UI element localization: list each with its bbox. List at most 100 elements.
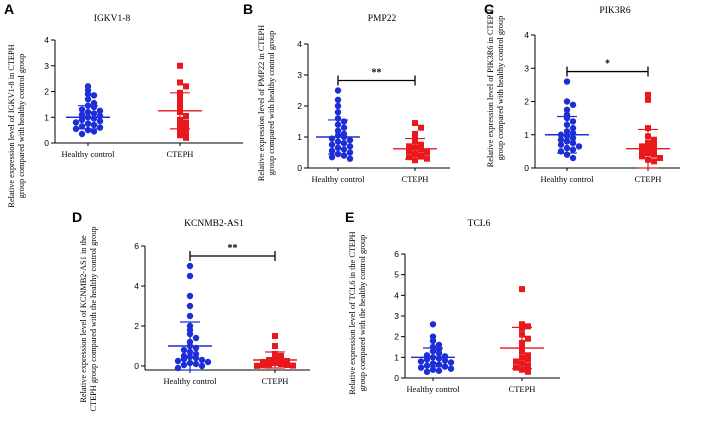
data-point-healthy — [334, 87, 342, 94]
data-point-healthy — [346, 149, 354, 156]
data-point-cteph — [260, 362, 266, 369]
data-point-healthy — [180, 355, 188, 363]
data-point-cteph — [418, 124, 424, 131]
data-point-cteph — [272, 343, 278, 349]
data-point-cteph — [639, 143, 645, 150]
y-axis-label: Relative expression level of IGKV1-8 in … — [7, 44, 26, 207]
data-point-cteph — [278, 356, 284, 362]
x-tick-label: CTEPH — [509, 384, 536, 394]
data-point-cteph — [406, 143, 412, 150]
y-axis-label: Relative expression level of PIK3R6 in C… — [486, 9, 505, 168]
data-point-cteph — [513, 364, 519, 371]
y-tick-label: 0 — [394, 373, 399, 383]
data-point-healthy — [328, 153, 336, 161]
data-point-cteph — [519, 321, 525, 328]
data-point-healthy — [186, 272, 194, 280]
data-point-cteph — [639, 153, 645, 160]
data-point-healthy — [569, 154, 577, 162]
data-point-cteph — [645, 91, 651, 98]
data-point-healthy — [575, 143, 583, 150]
data-point-healthy — [72, 125, 80, 133]
y-axis-label-line: Relative expression level of KCNMB2-AS1 … — [79, 235, 88, 403]
data-point-healthy — [180, 346, 188, 354]
y-tick-label: 4 — [394, 290, 399, 300]
data-point-healthy — [563, 78, 571, 85]
y-tick-label: 5 — [394, 270, 399, 280]
panel-title: IGKV1-8 — [94, 14, 131, 24]
data-point-healthy — [340, 118, 348, 125]
data-point-cteph — [651, 158, 657, 165]
y-axis-label-line: Relative expression level of IGKV1-8 in … — [7, 44, 16, 207]
data-point-healthy — [180, 361, 188, 369]
data-point-healthy — [78, 106, 86, 113]
y-tick-label: 0 — [524, 163, 529, 173]
data-point-cteph — [412, 130, 418, 137]
data-point-healthy — [569, 118, 577, 125]
y-tick-label: 0 — [44, 138, 49, 148]
x-tick-label: CTEPH — [167, 149, 194, 159]
panel-title: PMP22 — [368, 14, 397, 24]
data-point-cteph — [525, 323, 531, 330]
data-point-healthy — [78, 116, 86, 124]
data-point-healthy — [447, 359, 455, 366]
data-point-cteph — [183, 83, 189, 90]
data-point-healthy — [340, 152, 348, 159]
data-point-cteph — [177, 79, 183, 86]
data-point-healthy — [96, 124, 104, 131]
data-point-cteph — [266, 361, 272, 368]
panel-b: B PMP22 Relative expression level of PMP22… — [243, 1, 450, 184]
data-point-healthy — [447, 365, 455, 372]
data-point-healthy — [346, 143, 354, 150]
data-point-healthy — [90, 115, 98, 122]
x-tick-label: Healthy control — [311, 174, 365, 184]
data-point-healthy — [186, 262, 194, 270]
data-point-healthy — [84, 90, 92, 98]
panel-title: KCNMB2-AS1 — [184, 219, 244, 229]
data-point-healthy — [328, 147, 336, 155]
y-tick-label: 2 — [394, 332, 399, 342]
y-axis-label-line: Relative expression level of PIK3R6 in C… — [486, 9, 495, 168]
panel-label: C — [484, 1, 494, 17]
data-point-healthy — [192, 360, 200, 368]
data-point-cteph — [290, 362, 296, 369]
data-point-healthy — [423, 362, 431, 369]
data-point-healthy — [186, 292, 194, 300]
y-tick-label: 0 — [297, 163, 302, 173]
data-point-healthy — [204, 358, 212, 366]
data-point-cteph — [278, 361, 284, 367]
data-point-cteph — [525, 335, 531, 342]
y-axis-label: Relative expression level of KCNMB2-AS1 … — [79, 226, 98, 411]
data-point-healthy — [78, 111, 86, 118]
data-point-healthy — [90, 128, 98, 135]
y-axis-label-line: group compared with the healthy control … — [358, 235, 367, 392]
x-tick-label: Healthy control — [61, 149, 115, 159]
data-point-healthy — [334, 102, 342, 110]
y-tick-label: 2 — [297, 101, 302, 111]
data-point-healthy — [569, 134, 577, 142]
data-point-healthy — [423, 368, 431, 375]
data-point-cteph — [418, 152, 424, 159]
data-point-cteph — [651, 141, 657, 148]
data-point-cteph — [639, 148, 645, 155]
data-point-healthy — [346, 136, 354, 144]
data-point-cteph — [651, 146, 657, 153]
data-point-healthy — [328, 141, 336, 148]
y-tick-label: 1 — [394, 352, 399, 362]
data-point-healthy — [90, 103, 98, 111]
y-tick-label: 3 — [44, 61, 49, 71]
data-point-cteph — [284, 358, 290, 364]
data-point-cteph — [177, 62, 183, 69]
data-point-cteph — [284, 362, 290, 368]
y-axis-label: Relative expression level of PMP22 in CT… — [257, 25, 276, 181]
data-point-cteph — [272, 333, 278, 339]
data-point-cteph — [183, 119, 189, 126]
data-point-healthy — [340, 146, 348, 153]
y-tick-label: 6 — [394, 249, 399, 259]
data-point-healthy — [90, 110, 98, 117]
y-axis-label-line: group compared with healthy control grou… — [496, 16, 505, 160]
data-point-healthy — [90, 92, 98, 99]
significance-label: ** — [228, 243, 238, 254]
data-point-healthy — [334, 109, 342, 116]
data-point-healthy — [429, 321, 437, 328]
y-axis-label-line: Relative expression level of PMP22 in CT… — [257, 25, 266, 181]
